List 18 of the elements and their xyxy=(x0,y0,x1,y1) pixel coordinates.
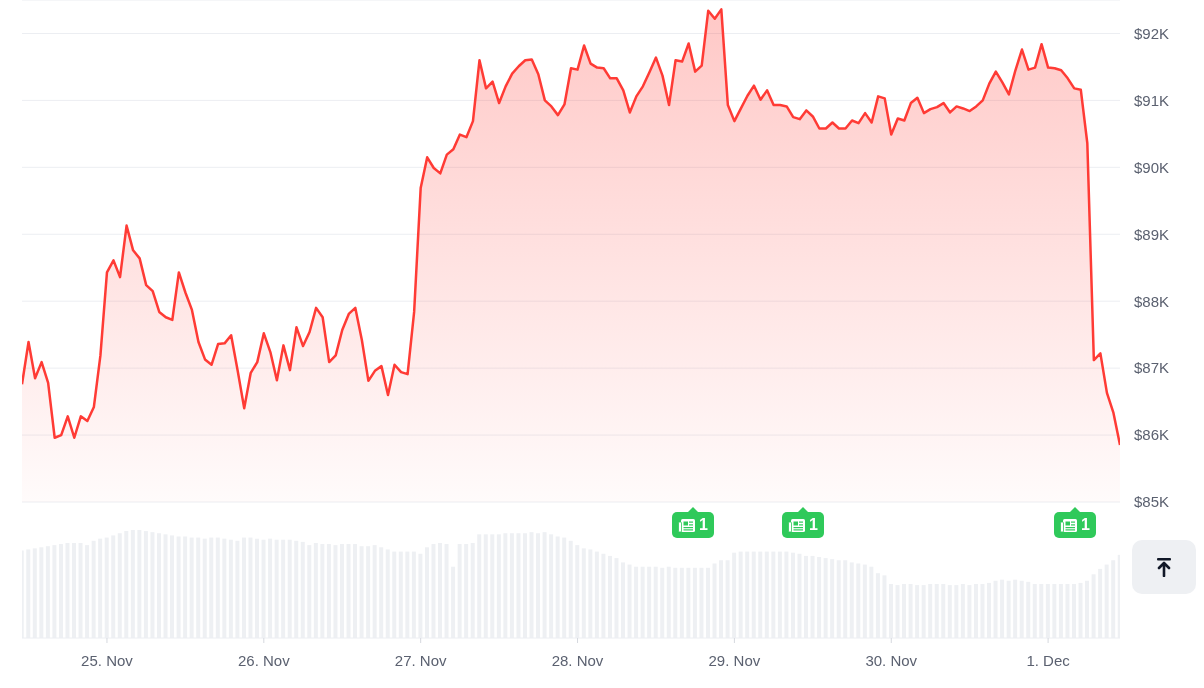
x-tick-label: 1. Dec xyxy=(1026,651,1071,669)
annotation: 1 xyxy=(809,516,818,534)
y-tick-label: $90K xyxy=(1134,158,1170,176)
x-tick-label: 29. Nov xyxy=(708,651,761,669)
x-tick-label: 28. Nov xyxy=(551,651,604,669)
y-tick-label: $89K xyxy=(1134,225,1170,243)
y-tick-label: $86K xyxy=(1134,426,1170,444)
y-tick-label: $91K xyxy=(1134,91,1170,109)
y-tick-label: $85K xyxy=(1134,493,1170,511)
x-tick-label: 30. Nov xyxy=(865,651,918,669)
x-tick-label: 25. Nov xyxy=(81,651,134,669)
x-tick-label: 26. Nov xyxy=(237,651,291,669)
x-tick-label: 27. Nov xyxy=(394,651,448,669)
annotation: 1 xyxy=(1081,516,1090,534)
annotation: 1 xyxy=(699,516,708,534)
y-tick-label: $87K xyxy=(1134,359,1170,377)
y-tick-label: $88K xyxy=(1134,292,1170,310)
y-tick-label: $92K xyxy=(1134,24,1170,42)
